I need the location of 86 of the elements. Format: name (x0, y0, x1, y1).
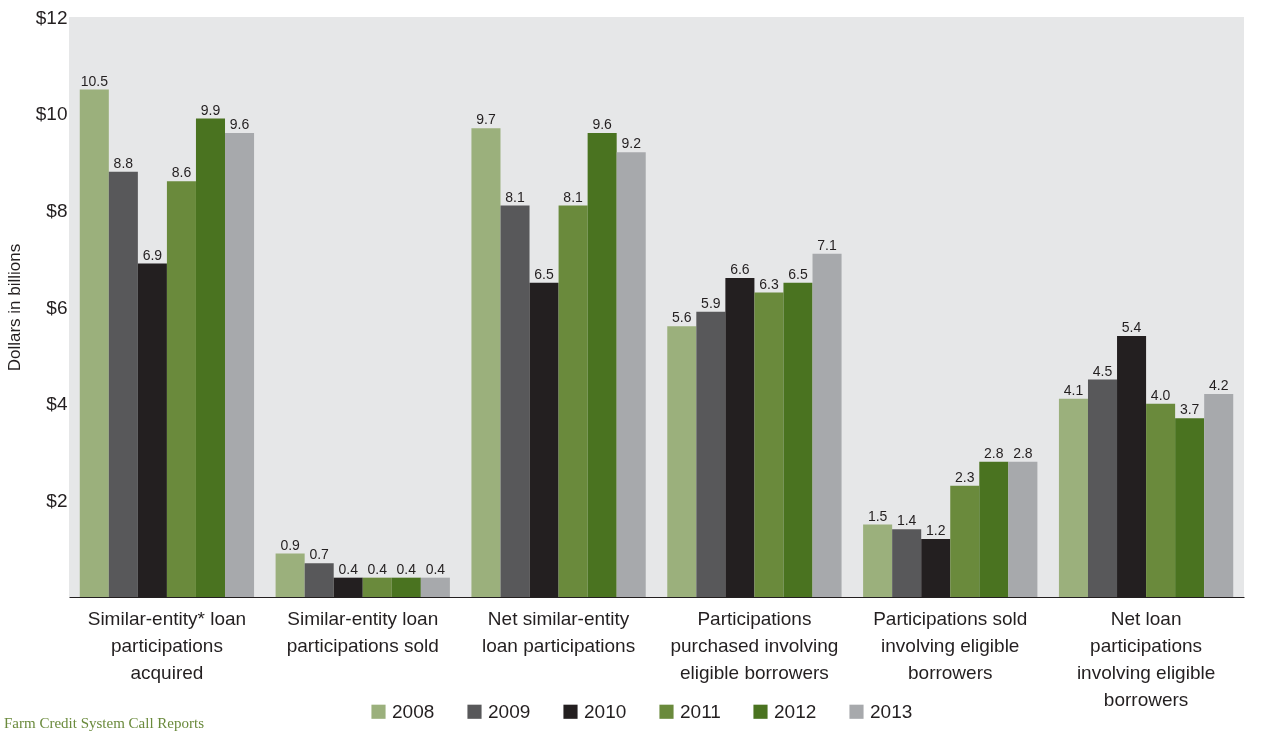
data-label: 9.6 (592, 116, 613, 132)
data-label: 8.8 (113, 154, 134, 171)
data-label: 3.7 (1179, 401, 1200, 418)
y-axis-title: Dollars in billions (4, 243, 24, 372)
data-label: 4.0 (1150, 386, 1171, 403)
x-tick-label: Similar-entity loan participations sold (286, 607, 439, 656)
bar (304, 563, 334, 597)
data-label: 10.5 (80, 72, 109, 89)
data-label: 4.1 (1063, 381, 1084, 398)
bar (950, 485, 980, 597)
data-label: 0.4 (367, 560, 388, 577)
bar (1146, 403, 1176, 597)
x-tick-label: Similar-entity* loan participations acquired (87, 607, 247, 683)
y-tick-label: $2 (46, 489, 68, 511)
legend-label: 2010 (584, 700, 627, 722)
bar (275, 553, 305, 597)
data-label: 8.1 (505, 188, 525, 205)
bar (979, 461, 1009, 597)
data-label: 2.8 (984, 444, 1004, 461)
legend-label: 2012 (774, 700, 817, 722)
bar (79, 89, 109, 597)
data-label: 1.5 (867, 507, 888, 524)
y-tick-label: $4 (46, 393, 68, 415)
data-label: 5.9 (701, 294, 721, 311)
bar (783, 282, 813, 597)
bar (391, 577, 421, 597)
bar (587, 133, 617, 597)
bar (1204, 394, 1234, 597)
data-label: 8.6 (171, 164, 192, 181)
data-label: 1.4 (896, 512, 917, 529)
data-label: 9.2 (621, 135, 642, 152)
legend-label: 2011 (680, 700, 721, 722)
data-label: 9.9 (200, 101, 221, 118)
x-tick-label: Participations purchased involving eligible borrowers (670, 607, 839, 683)
bar (892, 529, 922, 597)
bar (471, 128, 501, 597)
text: Farm Credit System Call Reports (4, 715, 204, 732)
bar (616, 152, 646, 597)
data-label: 1.2 (925, 522, 946, 538)
y-tick-label: $8 (46, 199, 68, 221)
y-tick-label: $6 (46, 296, 68, 318)
data-label: 0.4 (396, 560, 417, 577)
data-label: 0.9 (280, 536, 301, 553)
data-label: 5.4 (1121, 319, 1142, 335)
bar (195, 118, 226, 597)
data-label: 4.2 (1208, 377, 1229, 393)
legend-label: 2009 (488, 700, 531, 722)
x-tick-label: Participations sold involving eligible borrowers (873, 607, 1028, 683)
bar (1008, 461, 1038, 597)
bar (667, 326, 697, 597)
y-tick-label: $10 (35, 103, 68, 125)
x-tick-label: Net similar-entity loan participations (482, 607, 636, 656)
data-label: 0.4 (425, 560, 446, 577)
x-tick-label: Net loan participations involving eligible borrowers (1076, 607, 1216, 710)
data-label: 6.3 (759, 275, 779, 292)
data-label: 9.6 (229, 116, 250, 132)
bar (1058, 398, 1088, 597)
bar (362, 577, 392, 597)
legend-label: 2013 (870, 700, 913, 722)
data-label: 6.9 (142, 246, 163, 263)
data-label: 6.5 (534, 265, 554, 282)
data-label: 6.5 (788, 265, 808, 282)
bar (500, 205, 530, 597)
bar (1175, 418, 1205, 597)
bar (420, 577, 450, 597)
bar (812, 253, 842, 597)
data-label: 0.4 (338, 560, 359, 577)
data-label: 9.7 (476, 111, 496, 128)
bar (754, 292, 784, 597)
data-label: 5.6 (672, 309, 692, 326)
data-label: 2.3 (955, 468, 975, 485)
data-label: 2.8 (1013, 444, 1033, 461)
bar (558, 205, 588, 597)
bar (166, 181, 196, 597)
bar (108, 171, 138, 597)
bar (225, 133, 255, 597)
data-label: 0.7 (309, 546, 330, 563)
data-label: 6.6 (730, 261, 750, 277)
data-label: 4.5 (1092, 362, 1113, 379)
bar (1087, 379, 1118, 597)
bar (863, 524, 893, 597)
bar (696, 311, 726, 597)
data-label: 7.1 (817, 236, 837, 253)
y-tick-label: $12 (35, 6, 68, 28)
legend-label: 2008 (392, 700, 435, 722)
data-label: 8.1 (563, 188, 584, 205)
